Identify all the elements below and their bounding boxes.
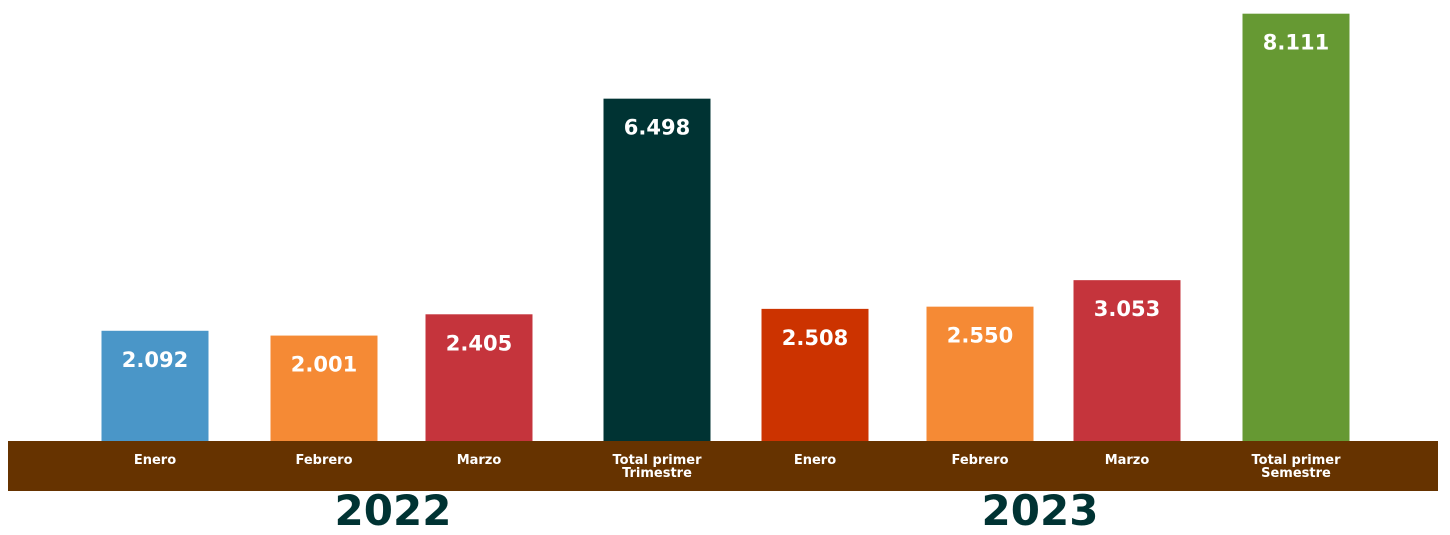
x-tick-label: Total primer Semestre [1251, 453, 1341, 481]
category-band [8, 441, 1438, 491]
value-label: 2.001 [291, 353, 357, 377]
value-label: 2.508 [782, 326, 848, 350]
bar [603, 98, 711, 441]
value-label: 2.092 [122, 348, 188, 372]
value-label: 2.405 [446, 331, 512, 355]
value-label: 6.498 [624, 116, 690, 140]
group-label: 2023 [981, 486, 1099, 535]
x-tick-label: Enero [793, 453, 837, 468]
x-tick-label: Enero [133, 453, 177, 468]
bar [926, 306, 1034, 441]
bar [1242, 13, 1350, 441]
x-tick-label: Marzo [456, 453, 502, 468]
value-label: 3.053 [1094, 297, 1160, 321]
bar [1073, 280, 1181, 441]
value-label: 2.550 [947, 324, 1013, 348]
bar [425, 314, 533, 441]
bar [101, 330, 209, 441]
x-tick-label: Febrero [951, 453, 1009, 468]
bar [761, 308, 869, 441]
group-label: 2022 [334, 486, 452, 535]
bar [270, 335, 378, 441]
x-tick-label: Febrero [295, 453, 353, 468]
x-tick-label: Total primer Trimestre [612, 453, 702, 481]
value-label: 8.111 [1263, 31, 1329, 55]
x-tick-label: Marzo [1104, 453, 1150, 468]
